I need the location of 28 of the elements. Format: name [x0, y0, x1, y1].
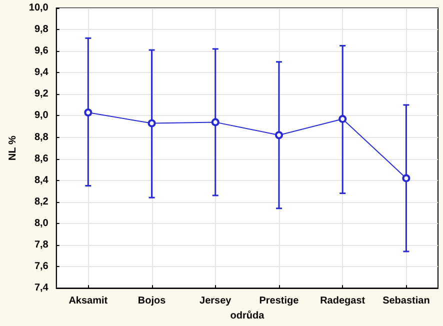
y-tick-label: 9,0: [34, 110, 49, 122]
y-tick-label: 8,8: [34, 132, 49, 143]
x-tick-label: Prestige: [259, 296, 300, 307]
x-tick-label: Aksamit: [68, 296, 108, 307]
x-tick-label: Radegast: [320, 296, 366, 307]
x-tick-label: Bojos: [138, 296, 166, 307]
y-tick-label: 8,6: [34, 153, 49, 164]
y-tick-label: 8,2: [34, 196, 49, 208]
point: [148, 119, 156, 128]
y-tick-label: 9,2: [34, 88, 49, 100]
y-tick-label: 10,0: [28, 2, 49, 14]
y-tick-label: 7,4: [34, 282, 49, 294]
x-axis-title: odrůda: [230, 310, 265, 322]
point: [84, 108, 92, 116]
x-tick-label: Jersey: [200, 296, 232, 307]
point: [211, 118, 220, 126]
y-tick-label: 9,6: [34, 46, 49, 57]
point: [338, 114, 347, 123]
y-tick-label: 7,8: [34, 240, 49, 251]
y-tick-label: 8,0: [34, 218, 49, 229]
y-axis-title: NL %: [8, 136, 18, 160]
y-tick-label: 8,4: [34, 174, 49, 186]
y-tick-label: 9,4: [34, 67, 49, 78]
x-tick-label: Sebastian: [382, 296, 430, 307]
y-tick-label: 7,6: [34, 261, 49, 272]
point: [274, 131, 283, 140]
y-tick-label: 9,8: [34, 24, 49, 36]
point: [402, 174, 410, 182]
